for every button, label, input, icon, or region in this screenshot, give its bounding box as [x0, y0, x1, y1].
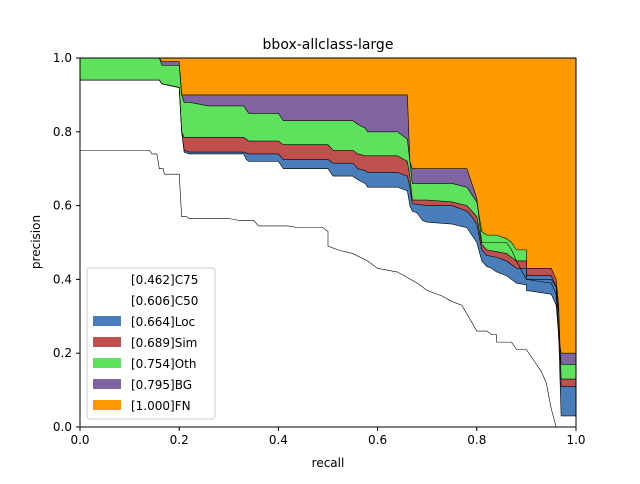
- chart-title: bbox-allclass-large: [263, 37, 394, 53]
- x-tick-label: 0.8: [467, 433, 486, 447]
- legend-label-loc: [0.664]Loc: [131, 315, 195, 329]
- x-tick-label: 0.4: [269, 433, 288, 447]
- legend-swatch-loc: [93, 316, 121, 326]
- line-oth: [80, 57, 576, 365]
- y-tick-label: 0.2: [53, 346, 72, 360]
- legend-swatch-fn: [93, 400, 121, 410]
- legend: [0.462]C75 [0.606]C50 [0.664]Loc [0.689]Sim…: [86, 267, 216, 420]
- line-sim: [80, 79, 576, 380]
- plot-frame: [79, 57, 577, 428]
- y-tick-label: 0.8: [53, 125, 72, 139]
- y-ticks: 0.0 0.2 0.4 0.6 0.8 1.0: [53, 51, 80, 434]
- x-tick-label: 0.6: [368, 433, 387, 447]
- x-tick-label: 1.0: [566, 433, 585, 447]
- legend-swatch-c75: [93, 274, 121, 284]
- x-tick-label: 0.0: [70, 433, 89, 447]
- line-c75: [80, 149, 576, 428]
- x-tick-label: 0.2: [170, 433, 189, 447]
- y-tick-label: 1.0: [53, 51, 72, 65]
- legend-swatch-bg: [93, 379, 121, 389]
- legend-label-oth: [0.754]Oth: [131, 357, 196, 371]
- y-tick-label: 0.4: [53, 272, 72, 286]
- legend-label-c50: [0.606]C50: [131, 294, 198, 308]
- legend-swatch-c50: [93, 295, 121, 305]
- line-layer: [80, 57, 576, 428]
- line-loc: [80, 79, 576, 387]
- line-bg: [80, 57, 576, 354]
- legend-label-sim: [0.689]Sim: [131, 336, 197, 350]
- legend-label-bg: [0.795]BG: [131, 378, 192, 392]
- y-tick-label: 0.6: [53, 199, 72, 213]
- legend-swatch-sim: [93, 337, 121, 347]
- x-axis-label: recall: [312, 456, 345, 470]
- legend-swatch-oth: [93, 358, 121, 368]
- x-ticks: 0.0 0.2 0.4 0.6 0.8 1.0: [70, 427, 586, 447]
- legend-label-fn: [1.000]FN: [131, 399, 191, 413]
- legend-label-c75: [0.462]C75: [131, 273, 198, 287]
- y-tick-label: 0.0: [53, 420, 72, 434]
- y-axis-label: precision: [29, 215, 43, 269]
- line-c50: [80, 79, 576, 417]
